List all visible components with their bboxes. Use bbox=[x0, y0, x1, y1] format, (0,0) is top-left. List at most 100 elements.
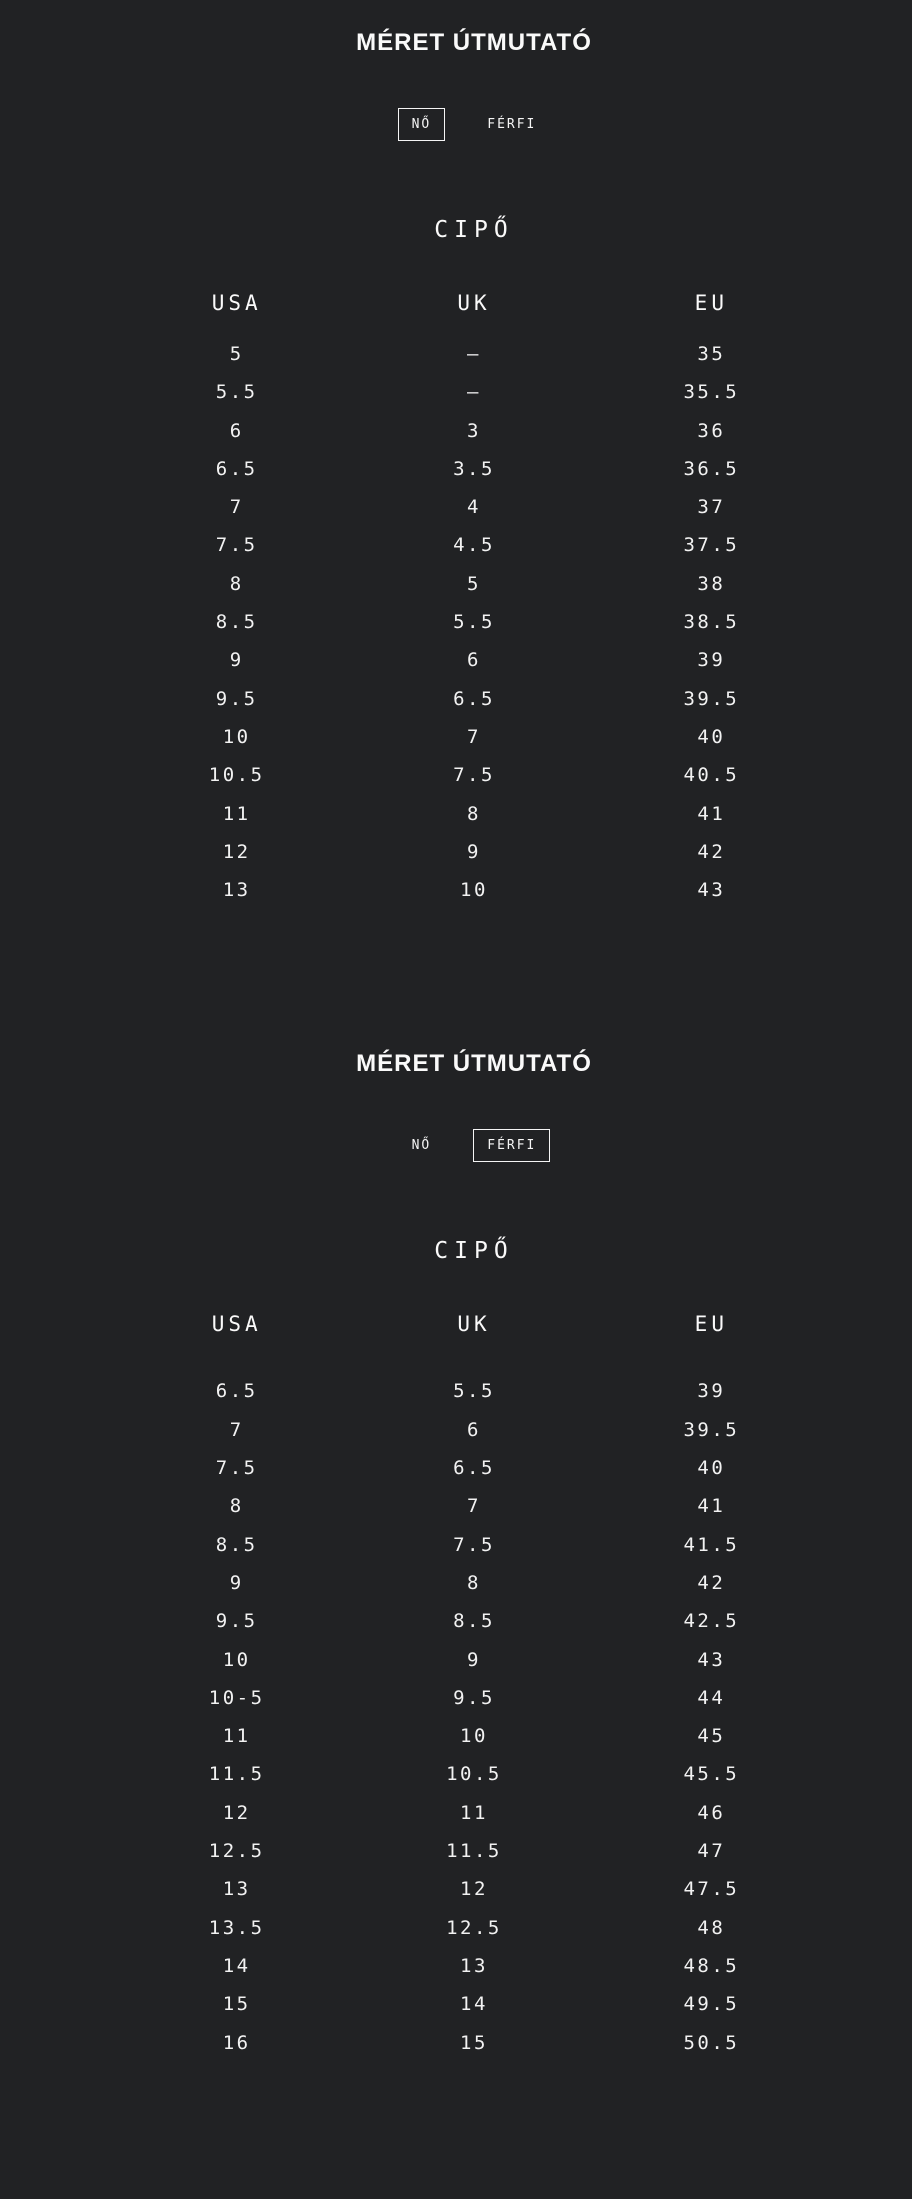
size-row: 7.5 4.5 37.5 bbox=[118, 526, 830, 564]
tab-women[interactable]: NŐ bbox=[398, 1129, 446, 1162]
size-cell: 9.5 bbox=[215, 1610, 258, 1633]
size-row: 7 4 37 bbox=[118, 488, 830, 526]
size-cell: 8 bbox=[467, 1571, 481, 1594]
size-cell: 10 bbox=[460, 1725, 488, 1748]
size-cell: 47 bbox=[697, 1840, 726, 1863]
size-cell: 10 bbox=[222, 1648, 251, 1671]
size-row: 10 9 43 bbox=[118, 1641, 830, 1679]
size-cell: 14 bbox=[222, 1954, 251, 1977]
size-cell: 35 bbox=[697, 343, 726, 365]
size-cell: 38.5 bbox=[683, 611, 740, 634]
size-cell: 13 bbox=[460, 1954, 488, 1977]
size-cell: 7.5 bbox=[453, 1533, 495, 1556]
size-row: 8.5 5.5 38.5 bbox=[118, 603, 830, 641]
size-cell: 11.5 bbox=[208, 1763, 265, 1786]
size-table: USA UK EU 5–35 5.5–35.5 6 3 36 6.5 3.5 36.5 7 4 37 7.5… bbox=[118, 289, 830, 909]
size-cell: 42.5 bbox=[683, 1610, 740, 1633]
size-cell: 9 bbox=[229, 1571, 244, 1594]
size-row: 13 10 43 bbox=[118, 871, 830, 909]
size-cell: 9 bbox=[229, 649, 244, 672]
size-row: 10.5 7.5 40.5 bbox=[118, 756, 830, 794]
size-row: 10-5 9.5 44 bbox=[118, 1679, 830, 1717]
size-row: 7.5 6.5 40 bbox=[118, 1449, 830, 1487]
size-cell: 39.5 bbox=[683, 1418, 740, 1441]
category-title: CIPŐ bbox=[434, 1238, 514, 1265]
size-cell: 9 bbox=[467, 1648, 481, 1671]
tab-women[interactable]: NŐ bbox=[397, 108, 446, 141]
size-cell: 5 bbox=[467, 572, 481, 595]
size-cell: 10.5 bbox=[446, 1763, 502, 1786]
size-cell: 10 bbox=[222, 725, 251, 748]
size-row: 9.5 8.5 42.5 bbox=[118, 1602, 830, 1640]
size-cell: 8 bbox=[229, 572, 244, 595]
size-cell: 12 bbox=[460, 1878, 488, 1901]
size-cell: 44 bbox=[697, 1686, 726, 1709]
size-cell: 13.5 bbox=[208, 1916, 265, 1939]
category-title: CIPŐ bbox=[434, 217, 514, 243]
size-cell: 50.5 bbox=[683, 2031, 740, 2054]
size-cell: 7 bbox=[229, 496, 244, 519]
size-cell: 42 bbox=[697, 1571, 726, 1594]
column-header-eu: EU bbox=[694, 291, 728, 315]
size-cell: 9.5 bbox=[215, 687, 258, 710]
size-cell: 41 bbox=[697, 1495, 726, 1518]
size-row: 10 7 40 bbox=[118, 718, 830, 756]
size-cell: 6.5 bbox=[453, 1457, 495, 1480]
size-row: 6.5 5.5 39 bbox=[118, 1372, 830, 1410]
size-cell: 43 bbox=[697, 879, 726, 902]
size-cell: 12.5 bbox=[446, 1916, 502, 1939]
size-cell: 10 bbox=[460, 879, 488, 902]
size-guide-page: MÉRET ÚTMUTATÓ NŐ FÉRFI CIPŐ USA UK EU 5–35 5.5–… bbox=[18, 29, 912, 2062]
column-header-uk: UK bbox=[457, 291, 491, 315]
size-cell: 8 bbox=[229, 1495, 244, 1518]
size-cell: 13 bbox=[222, 879, 251, 902]
size-row: 16 15 50.5 bbox=[118, 2024, 830, 2062]
size-cell: 7.5 bbox=[453, 764, 495, 787]
size-cell: 45 bbox=[697, 1725, 726, 1748]
size-cell: 41.5 bbox=[683, 1533, 740, 1556]
size-cell: 3 bbox=[467, 419, 481, 442]
size-cell: 11 bbox=[222, 802, 251, 825]
size-cell: 5.5 bbox=[453, 611, 495, 634]
gender-toggle: NŐ FÉRFI bbox=[18, 1129, 912, 1163]
size-row: 11 8 41 bbox=[118, 795, 830, 833]
size-row: 8.5 7.5 41.5 bbox=[118, 1526, 830, 1564]
size-cell: 6.5 bbox=[215, 457, 258, 480]
size-cell: 37.5 bbox=[683, 534, 740, 557]
size-cell: 12.5 bbox=[208, 1840, 265, 1863]
size-cell: 15 bbox=[460, 2031, 488, 2054]
size-cell: 7 bbox=[467, 725, 481, 748]
size-cell: 37 bbox=[697, 496, 726, 519]
size-cell: 5.5 bbox=[453, 1380, 495, 1403]
size-cell: 39.5 bbox=[683, 687, 740, 710]
size-row: 5.5 – 35.5 bbox=[118, 373, 830, 411]
size-cell: 8.5 bbox=[453, 1610, 495, 1633]
size-cell: 8.5 bbox=[215, 611, 258, 634]
size-cell: 7 bbox=[467, 1495, 481, 1518]
size-row: 9.5 6.5 39.5 bbox=[118, 680, 830, 718]
size-cell: 36.5 bbox=[683, 457, 740, 480]
size-table-header-row: USA UK EU bbox=[118, 1310, 830, 1338]
size-row: 12 11 46 bbox=[118, 1794, 830, 1832]
size-cell: 12 bbox=[222, 840, 251, 863]
size-cell: 40 bbox=[697, 1457, 726, 1480]
size-cell: 39 bbox=[697, 649, 726, 672]
size-cell: 45.5 bbox=[683, 1763, 740, 1786]
tab-men[interactable]: FÉRFI bbox=[473, 1129, 551, 1163]
size-row: 15 14 49.5 bbox=[118, 1985, 830, 2023]
size-cell: 6 bbox=[467, 649, 481, 672]
size-cell: 7.5 bbox=[215, 534, 258, 557]
size-row: 11.5 10.5 45.5 bbox=[118, 1755, 830, 1793]
size-cell: 43 bbox=[697, 1648, 726, 1671]
size-cell: – bbox=[467, 381, 481, 404]
size-cell: 5.5 bbox=[215, 381, 258, 404]
size-row: 12.5 11.5 47 bbox=[118, 1832, 830, 1870]
size-cell: 39 bbox=[697, 1380, 726, 1403]
size-table-body: 5–35 5.5–35.5 6 3 36 6.5 3.5 36.5 7 4 37 7.5 4.5 37.5… bbox=[118, 335, 830, 909]
size-cell: 41 bbox=[697, 802, 726, 825]
size-row: 8 7 41 bbox=[118, 1487, 830, 1525]
size-row: 5 – 35 bbox=[118, 335, 830, 373]
size-row: 11 10 45 bbox=[118, 1717, 830, 1755]
column-header-uk: UK bbox=[457, 1312, 491, 1337]
tab-men[interactable]: FÉRFI bbox=[473, 108, 550, 141]
